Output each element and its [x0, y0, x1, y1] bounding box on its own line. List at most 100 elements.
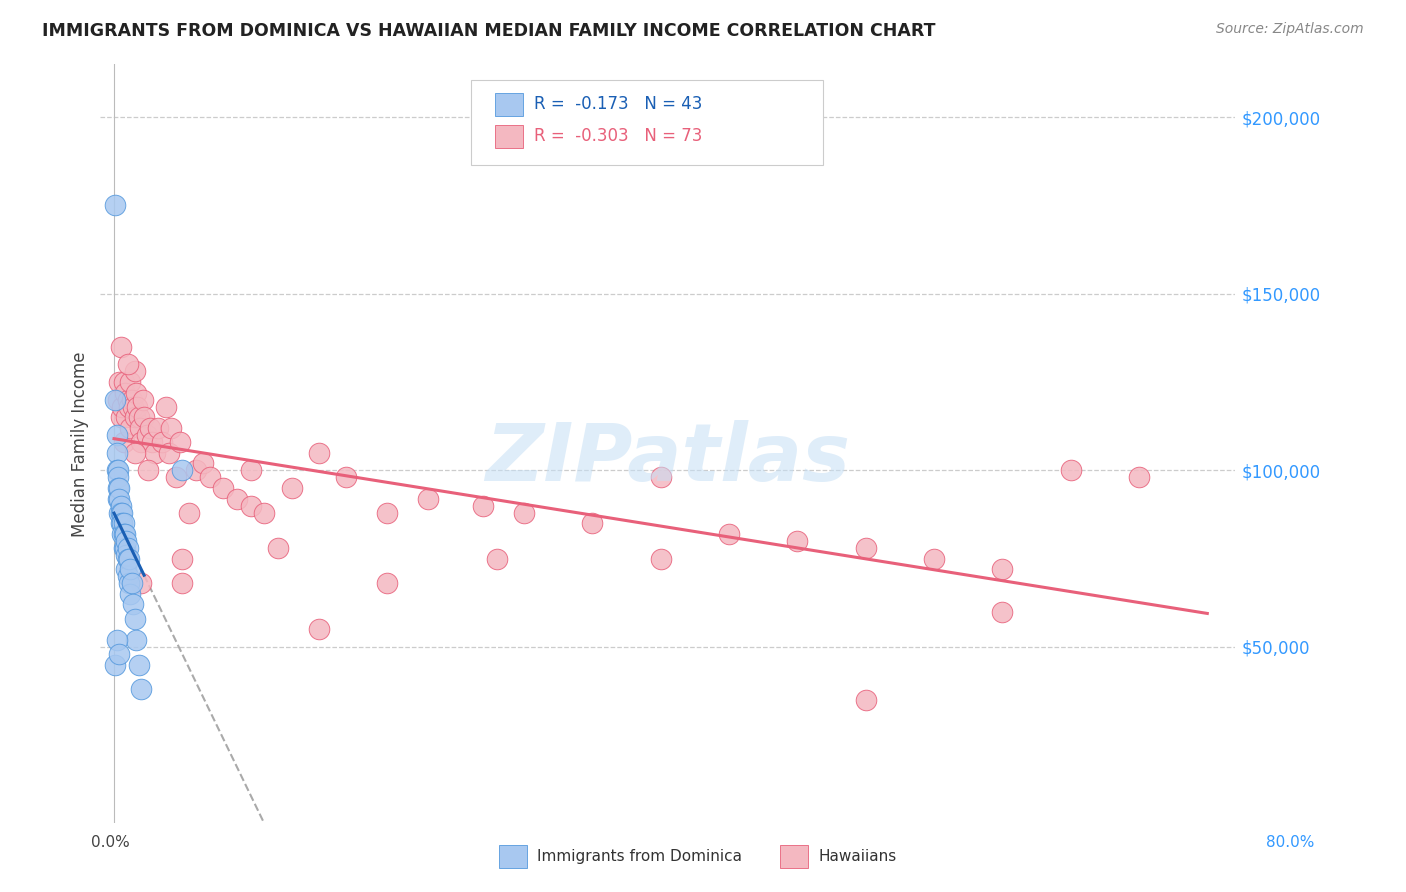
Point [135, 428, 157, 442]
Point [131, 435, 153, 450]
Point [110, 506, 132, 520]
Point [114, 526, 136, 541]
Point [108, 375, 131, 389]
Point [115, 548, 138, 562]
Text: Hawaiians: Hawaiians [818, 849, 897, 863]
Point [108, 481, 131, 495]
Point [105, 445, 128, 459]
Point [513, 506, 536, 520]
Point [114, 541, 136, 555]
Point [118, 576, 141, 591]
Point [157, 445, 180, 459]
Point [120, 375, 142, 389]
Point [991, 562, 1014, 576]
Point [375, 576, 398, 591]
Point [104, 392, 127, 407]
Point [485, 551, 508, 566]
Point [110, 410, 132, 425]
Point [125, 385, 148, 400]
Text: R =  -0.303   N = 73: R = -0.303 N = 73 [534, 128, 703, 145]
Point [160, 421, 183, 435]
Point [110, 499, 132, 513]
Point [117, 392, 139, 407]
Point [118, 551, 141, 566]
Point [112, 516, 135, 531]
Point [141, 435, 163, 450]
Point [104, 657, 127, 672]
Point [1059, 463, 1081, 477]
Point [418, 491, 440, 506]
Point [855, 693, 877, 707]
Text: 0.0%: 0.0% [91, 836, 131, 850]
Point [108, 506, 131, 520]
Point [786, 533, 808, 548]
Point [112, 541, 135, 555]
Point [472, 499, 495, 513]
Point [120, 587, 142, 601]
Point [581, 516, 603, 531]
Point [280, 481, 302, 495]
Point [115, 410, 138, 425]
Point [650, 470, 672, 484]
Point [198, 470, 221, 484]
Point [128, 657, 150, 672]
Point [132, 410, 155, 425]
Text: IMMIGRANTS FROM DOMINICA VS HAWAIIAN MEDIAN FAMILY INCOME CORRELATION CHART: IMMIGRANTS FROM DOMINICA VS HAWAIIAN MED… [42, 22, 935, 40]
Point [267, 541, 290, 555]
Point [855, 541, 877, 555]
Point [226, 491, 249, 506]
Text: Source: ZipAtlas.com: Source: ZipAtlas.com [1216, 22, 1364, 37]
Point [114, 385, 136, 400]
Point [117, 541, 139, 555]
Point [191, 456, 214, 470]
Point [239, 499, 262, 513]
Point [111, 506, 134, 520]
Point [107, 481, 129, 495]
Point [107, 470, 129, 484]
Point [108, 491, 131, 506]
Point [110, 516, 132, 531]
Point [335, 470, 357, 484]
Point [253, 506, 276, 520]
Point [117, 569, 139, 583]
Point [138, 421, 160, 435]
Point [124, 410, 146, 425]
Y-axis label: Median Family Income: Median Family Income [72, 351, 89, 536]
Point [105, 463, 128, 477]
Point [131, 682, 153, 697]
Point [143, 445, 166, 459]
Point [991, 605, 1014, 619]
Point [184, 463, 207, 477]
Point [110, 340, 132, 354]
Point [922, 551, 945, 566]
Point [105, 428, 128, 442]
Point [127, 400, 149, 414]
Point [124, 445, 146, 459]
Point [107, 491, 129, 506]
Point [120, 562, 142, 576]
Point [107, 463, 129, 477]
Point [308, 622, 330, 636]
Text: R =  -0.173   N = 43: R = -0.173 N = 43 [534, 95, 703, 113]
Point [308, 445, 330, 459]
Point [115, 533, 138, 548]
Point [717, 526, 740, 541]
Point [121, 392, 143, 407]
Point [129, 421, 152, 435]
Point [650, 551, 672, 566]
Text: Immigrants from Dominica: Immigrants from Dominica [537, 849, 742, 863]
Point [121, 576, 143, 591]
Point [112, 526, 135, 541]
Point [165, 470, 187, 484]
Point [172, 551, 194, 566]
Point [239, 463, 262, 477]
Point [111, 400, 134, 414]
Text: 80.0%: 80.0% [1267, 836, 1315, 850]
Point [118, 400, 141, 414]
Point [131, 576, 153, 591]
Point [150, 435, 173, 450]
Point [179, 506, 201, 520]
Point [104, 198, 127, 212]
Point [112, 435, 135, 450]
Point [155, 400, 177, 414]
